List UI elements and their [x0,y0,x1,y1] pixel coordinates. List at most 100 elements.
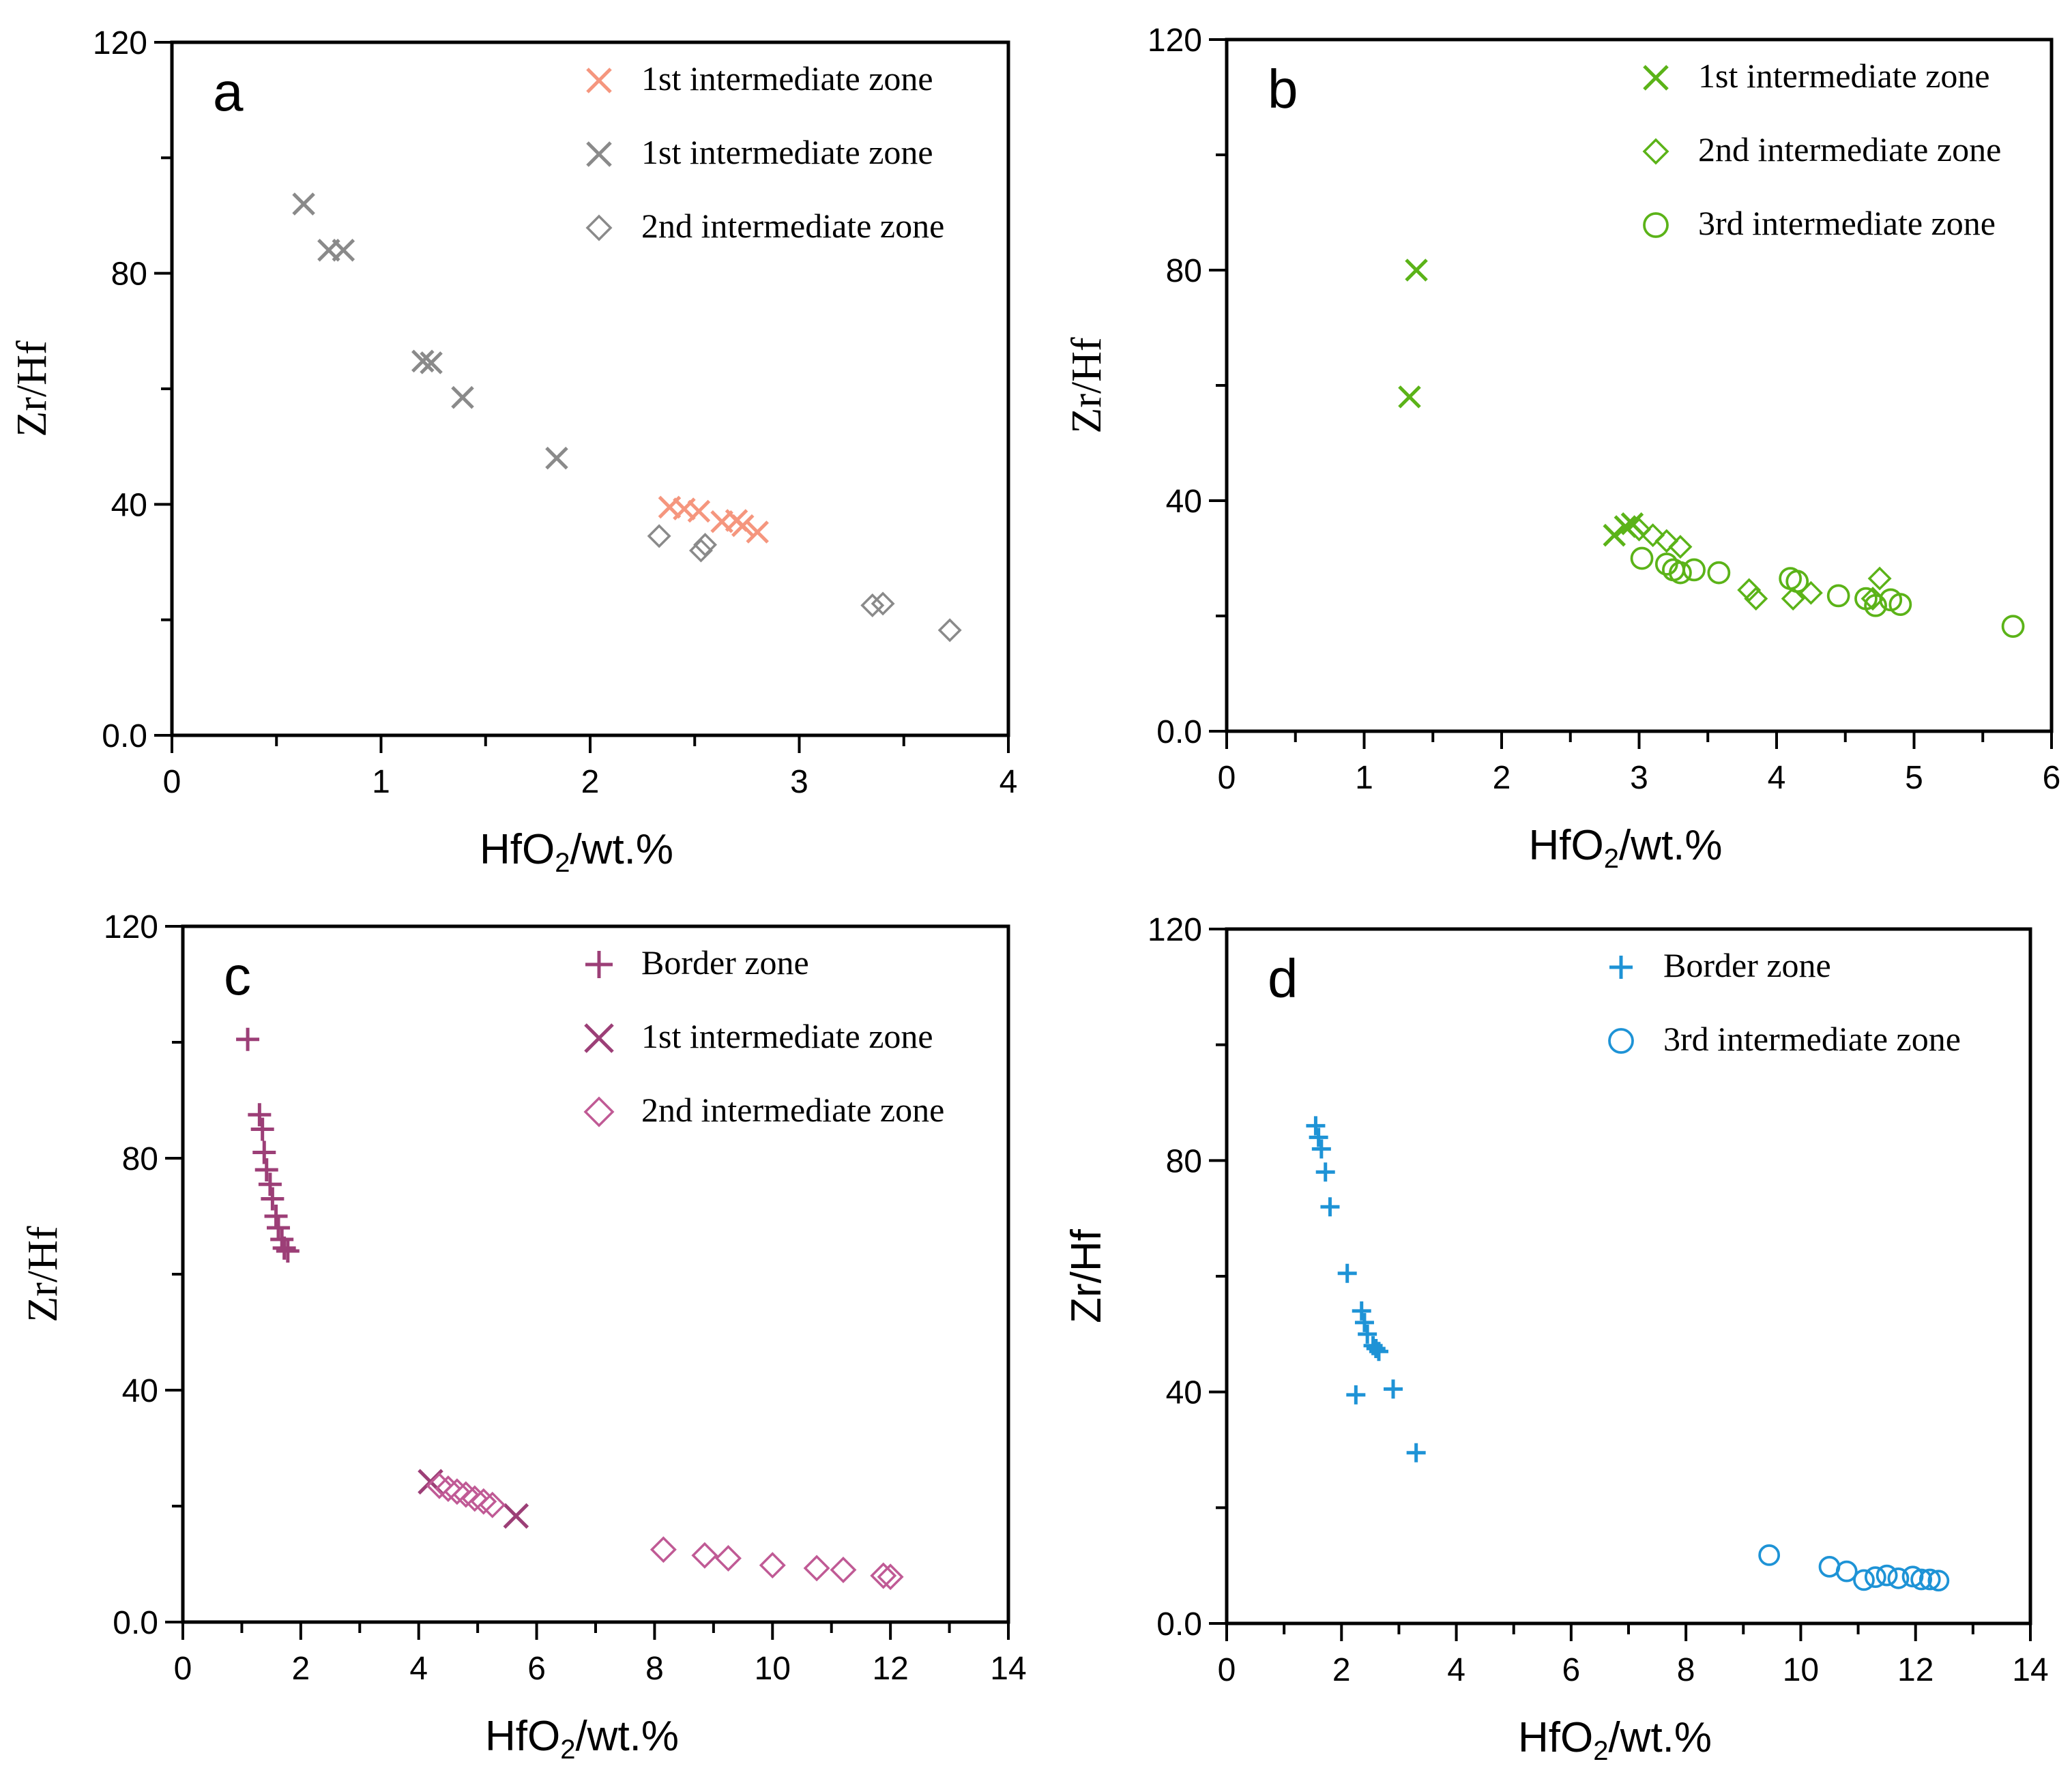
data-point [261,1187,284,1211]
series-1 [236,1027,300,1263]
data-point [759,1552,786,1579]
y-tick-label: 40 [111,487,147,523]
data-point [1406,1443,1426,1462]
data-point [1352,1301,1371,1321]
data-point [1927,1570,1950,1592]
data-point [687,499,711,523]
chart-panel-c: 0.0 40 80 120 0 2 4 6 8 10 12 14 HfO2/wt.% Zr/Hf c Bord… [20,909,1027,1765]
legend-label: Border zone [641,943,809,982]
legend-marker [583,1096,615,1128]
x-tick-label: 2 [1332,1652,1351,1688]
legend-marker [585,214,613,241]
legend-marker [1642,138,1669,165]
data-point [258,1173,282,1196]
x-tick-label: 12 [1897,1652,1934,1688]
data-point [1864,593,1887,617]
data-point [272,1236,296,1260]
x-tick-label: 4 [1768,760,1786,796]
data-point [693,533,718,557]
x-tick-label: 8 [1677,1652,1695,1688]
y-tick-label: 120 [104,909,158,945]
x-tick-label: 12 [872,1651,908,1687]
data-point [860,593,885,617]
x-tick-label: 3 [790,764,808,800]
y-tick-label: 0.0 [102,718,147,754]
data-point [248,1103,272,1127]
x-tick-label: 5 [1905,760,1923,796]
data-point [252,1140,276,1164]
x-tick-label: 1 [372,764,390,800]
x-tick-label: 10 [1783,1652,1819,1688]
data-point [1630,546,1654,570]
y-tick-label: 120 [1148,23,1202,59]
data-point [267,1216,291,1239]
data-point [1306,1116,1326,1136]
data-point [1384,1379,1403,1399]
data-point [503,1503,529,1529]
y-tick-label: 80 [111,256,147,293]
x-axis-title: HfO2/wt.% [485,1713,679,1765]
y-axis-title: Zr/Hf [9,340,55,437]
data-point [1668,535,1693,559]
data-point [411,349,435,373]
chart-panel-b: 0.0 40 80 120 0 1 2 3 4 5 6 HfO2/wt.% Zr/Hf b 1st inte… [1064,23,2060,874]
data-point [1864,1566,1886,1589]
legend-label: 1st intermediate zone [1698,57,1990,95]
data-point [254,1158,278,1181]
data-point [1901,1565,1924,1588]
data-point [1682,558,1706,582]
data-point [451,385,474,409]
y-axis-title: Zr/Hf [1064,337,1110,434]
legend-marker [584,1023,614,1053]
data-point [461,1485,488,1512]
data-point [292,192,315,216]
y-tick-label: 0.0 [1156,1606,1202,1643]
data-point [714,1545,742,1572]
x-tick-label: 6 [1562,1652,1581,1688]
legend-label: 1st intermediate zone [641,133,933,171]
data-point [1320,1197,1340,1217]
data-point [1641,523,1665,548]
data-point [1354,1312,1374,1332]
data-point [443,1478,471,1505]
data-point [1781,587,1805,611]
data-point [647,524,671,548]
x-axis-title: HfO2/wt.% [480,826,673,878]
series-3 [426,1472,904,1591]
x-tick-label: 6 [2043,760,2061,796]
legend: Border zone 3rd intermediate zone [1608,946,1961,1058]
data-point [1888,593,1912,616]
data-point [1876,1564,1898,1587]
x-tick-label: 1 [1355,760,1373,796]
legend-marker [586,141,612,167]
x-tick-label: 14 [2012,1652,2048,1688]
legend-label: 2nd intermediate zone [641,1091,944,1129]
data-point [435,1475,462,1502]
y-tick-label: 0.0 [1156,714,1202,750]
legend: Border zone 1st intermediate zone 2nd inte… [583,943,944,1129]
panel-letter: b [1268,59,1298,119]
data-point [1346,1385,1366,1404]
legend-marker [1609,956,1633,979]
panel-letter: a [213,61,244,122]
data-point [420,351,443,374]
data-point [1620,512,1644,535]
x-axis-title: HfO2/wt.% [1518,1714,1712,1766]
x-tick-label: 3 [1630,760,1648,796]
series-1 [1306,1116,1426,1462]
legend-marker [1643,65,1669,91]
chart-panel-a: 0.0 40 80 120 0 1 2 3 4 HfO2/wt.% Zr/Hf a 1st interm… [9,25,1017,878]
data-point [1887,1567,1910,1589]
panel-letter: d [1268,948,1298,1009]
data-point [691,1542,718,1569]
y-tick-label: 40 [1166,1375,1202,1411]
data-point [2001,615,2025,638]
y-tick-label: 80 [1166,1143,1202,1179]
data-point [236,1027,260,1051]
x-tick-label: 2 [581,764,600,800]
x-tick-label: 0 [174,1651,192,1687]
data-point [1366,1339,1386,1359]
legend-label: 2nd intermediate zone [1698,130,2001,168]
legend-label: 3rd intermediate zone [1663,1020,1961,1058]
